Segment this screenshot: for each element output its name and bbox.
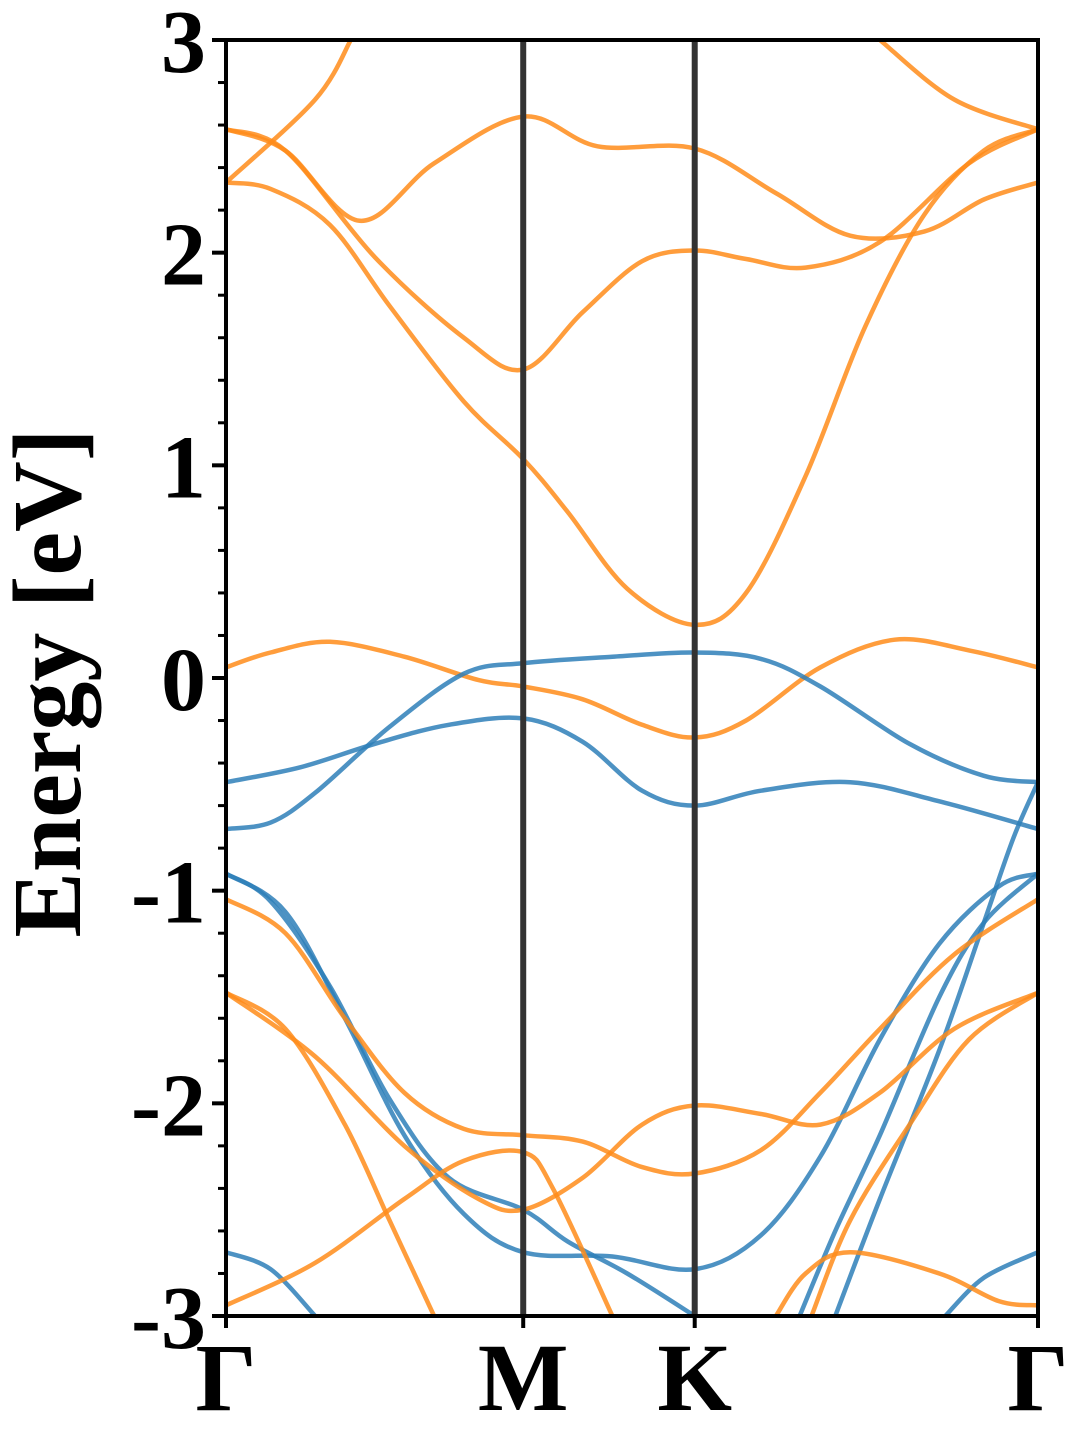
x-tick-label: K — [657, 1324, 732, 1431]
band-series-line — [226, 990, 1038, 1214]
band-series-line — [774, 1249, 1038, 1316]
y-tick-label: -1 — [131, 844, 206, 943]
band-series-line — [226, 40, 353, 185]
y-axis-label: Energy [eV] — [0, 429, 102, 938]
x-tick-label: Γ — [1007, 1324, 1068, 1431]
band-series-line — [809, 990, 1038, 1316]
band-series-line — [226, 650, 1038, 832]
band-series-line — [226, 990, 437, 1316]
kpoint-lines-group — [520, 40, 698, 1316]
x-tick-label: M — [478, 1324, 569, 1431]
band-series-line — [226, 1250, 317, 1316]
band-series-line — [833, 781, 1038, 1316]
y-ticks-group: -3 -2 -1 0 1 2 3 — [131, 0, 226, 1368]
band-series-line — [226, 897, 1038, 1177]
band-series-line — [226, 127, 1038, 628]
x-tick-label: Γ — [195, 1324, 256, 1431]
band-series-line — [226, 636, 1038, 740]
y-tick-label: -3 — [131, 1269, 206, 1368]
band-series-group — [226, 40, 1038, 1316]
y-tick-label: -2 — [131, 1056, 206, 1155]
band-series-line — [226, 114, 1038, 241]
band-series-line — [226, 127, 1038, 373]
band-series-line — [226, 715, 1038, 832]
band-series-line — [878, 40, 1038, 132]
band-series-line — [226, 1148, 615, 1316]
y-tick-label: 3 — [161, 0, 206, 92]
y-tick-label: 2 — [161, 206, 206, 305]
y-tick-label: 1 — [161, 418, 206, 517]
band-series-line — [226, 871, 1038, 1273]
y-tick-label: 0 — [161, 631, 206, 730]
band-series-line — [226, 871, 696, 1316]
band-series-line — [943, 1250, 1038, 1316]
